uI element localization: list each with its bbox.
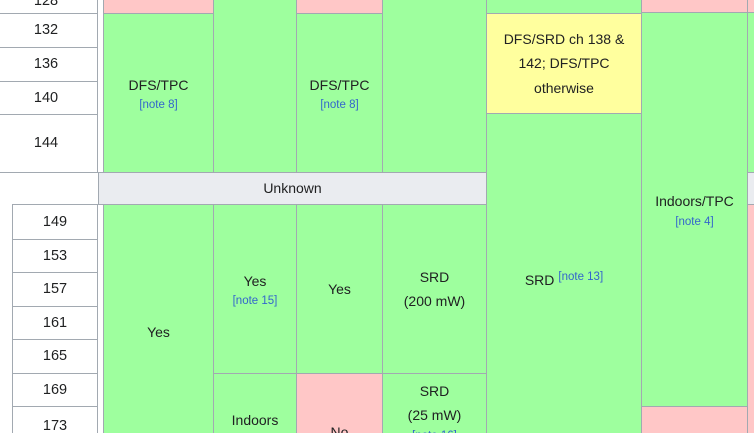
- channel-label: 169: [42, 381, 68, 398]
- channel-cell-157: 157: [12, 272, 98, 307]
- channel-cell-136: 136: [0, 47, 98, 82]
- channel-label: 161: [42, 314, 68, 331]
- channel-cell-132: 132: [0, 13, 98, 48]
- cell-text: Yes: [147, 323, 170, 340]
- cell-text: DFS/SRD ch 138 &: [503, 30, 625, 47]
- channel-cell-165: 165: [12, 339, 98, 374]
- channel-label: 132: [33, 22, 59, 39]
- cell-text: SRD: [524, 271, 555, 288]
- cell-text: DFS/TPC: [309, 76, 370, 93]
- unknown-row-cell: Unknown: [98, 172, 487, 205]
- cell-text: (25 mW): [407, 407, 462, 423]
- channel-label: 128: [33, 0, 59, 9]
- channel-label: 144: [33, 135, 59, 152]
- note-4-link[interactable]: [note 4]: [675, 215, 714, 228]
- col6-indoors-tpc-cell: Indoors/TPC [note 4]: [641, 12, 748, 407]
- col5-restriction-cell: DFS/SRD ch 138 & 142; DFS/TPC otherwise: [486, 13, 642, 114]
- channel-label: 165: [42, 348, 68, 365]
- channel-cell-169: 169: [12, 373, 98, 407]
- cell-text: SRD: [419, 268, 450, 285]
- cell-text: Unknown: [263, 180, 322, 197]
- col7-unknown-cell: [747, 172, 754, 205]
- cell-text: (200 mW): [403, 293, 466, 309]
- col5-top-cell: [486, 0, 642, 14]
- channel-cell-128: 128: [0, 0, 98, 14]
- col3-dfs-tpc-cell: DFS/TPC [note 8]: [296, 13, 383, 173]
- channel-label: 149: [42, 213, 68, 230]
- note-8-link[interactable]: [note 8]: [139, 99, 178, 112]
- cell-text: SRD: [419, 382, 450, 399]
- cell-text: DFS/TPC: [128, 76, 189, 93]
- col3-yes-cell: Yes: [296, 204, 383, 374]
- channel-label: 153: [42, 247, 68, 264]
- cell-text: No: [330, 423, 349, 433]
- col4-srd200-cell: SRD (200 mW): [382, 204, 487, 374]
- col5-srd-cell: SRD [note 13]: [486, 113, 642, 433]
- cell-text: Yes: [328, 280, 351, 297]
- col3-top-no-cell: [296, 0, 383, 14]
- cell-text: 142; DFS/TPC: [518, 55, 610, 72]
- channel-cell-140: 140: [0, 81, 98, 115]
- col7-bottom-no-cell: [747, 204, 754, 433]
- col7-upper-cell: [747, 12, 754, 173]
- channel-cell-153: 153: [12, 239, 98, 273]
- col4-upper-cell: [382, 0, 487, 173]
- channel-cell-161: 161: [12, 306, 98, 340]
- col4-srd25-cell: SRD (25 mW) [note 16]: [382, 373, 487, 433]
- note-8-link[interactable]: [note 8]: [320, 99, 359, 112]
- channel-label: 157: [42, 281, 68, 298]
- channel-cell-149: 149: [12, 204, 98, 240]
- cell-text: Yes: [243, 272, 267, 289]
- col3-no-cell: No: [296, 373, 383, 433]
- col1-dfs-tpc-cell: DFS/TPC [note 8]: [103, 13, 214, 173]
- col1-top-no-cell: [103, 0, 214, 14]
- col6-bottom-no-cell: [641, 406, 748, 433]
- col2-upper-cell: [213, 0, 297, 173]
- channel-cell-144: 144: [0, 114, 98, 173]
- col1-yes-cell: Yes: [103, 204, 214, 433]
- channel-label: 136: [33, 56, 59, 73]
- channel-cell-173: 173: [12, 406, 98, 433]
- note-13-link[interactable]: [note 13]: [558, 270, 604, 283]
- note-16-link[interactable]: [note 16]: [412, 428, 457, 433]
- cell-text: Indoors/TPC: [655, 193, 734, 210]
- col2-indoors-cell: Indoors: [213, 373, 297, 433]
- col2-yes-cell: Yes [note 15]: [213, 204, 297, 374]
- cell-text: Indoors: [231, 411, 279, 428]
- note-15-link[interactable]: [note 15]: [232, 295, 278, 308]
- cell-text: otherwise: [534, 79, 594, 96]
- channel-label: 140: [33, 89, 59, 106]
- channel-label: 173: [42, 417, 68, 433]
- cell-text: SRD [note 13]: [525, 268, 603, 295]
